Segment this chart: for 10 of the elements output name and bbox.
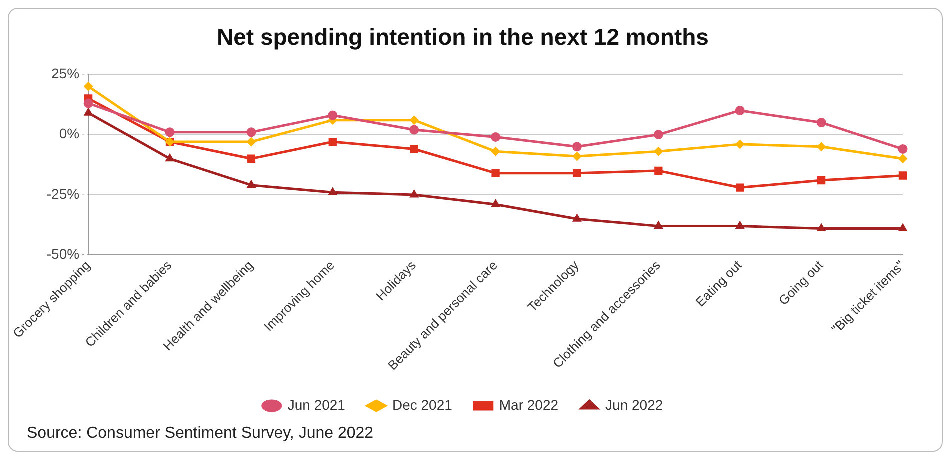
legend-label: Jun 2021 (288, 396, 346, 413)
y-tick-label: 25% (52, 65, 80, 82)
y-tick-label: 0% (59, 126, 80, 142)
y-tick-label: -50% (46, 246, 80, 262)
legend-label: Mar 2022 (499, 396, 559, 413)
source-note: Source: Consumer Sentiment Survey, June 2022 (27, 425, 375, 443)
y-tick-label: -25% (46, 186, 80, 202)
chart-title: Net spending intention in the next 12 months (217, 24, 709, 50)
legend-label: Jun 2022 (606, 396, 664, 413)
legend-label: Dec 2021 (392, 396, 453, 413)
